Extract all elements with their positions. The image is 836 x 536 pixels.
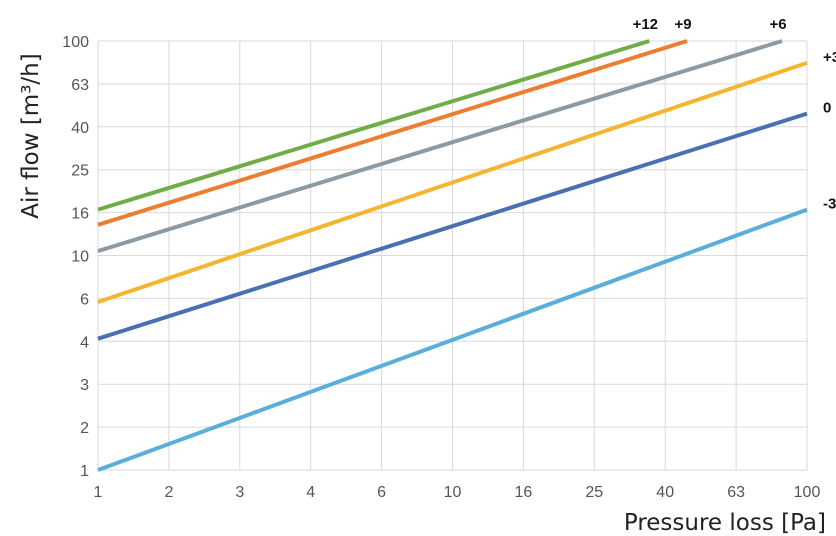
series-line	[97, 207, 808, 472]
y-tick-label: 63	[71, 77, 89, 94]
y-tick-label: 16	[71, 206, 89, 223]
y-tick-label: 100	[62, 34, 89, 51]
series-label: +9	[674, 16, 691, 33]
series-label: +12	[633, 16, 658, 33]
x-tick-label: 6	[377, 484, 386, 501]
series-line	[97, 39, 688, 227]
x-tick-label: 40	[656, 484, 674, 501]
series-line	[97, 111, 808, 341]
y-tick-label: 1	[80, 463, 89, 480]
x-tick-label: 3	[235, 484, 244, 501]
x-tick-label: 2	[164, 484, 173, 501]
series-lines	[97, 39, 808, 472]
series-line	[97, 60, 808, 304]
x-axis-title: Pressure loss [Pa]	[624, 510, 826, 536]
series-label: 0	[823, 100, 831, 117]
x-tick-label: 25	[585, 484, 603, 501]
x-tick-labels: 1 2 3 4 6 10 16 25 40 63 100	[94, 484, 821, 501]
series-label: -3	[823, 196, 836, 213]
series-label: +3	[823, 49, 836, 66]
series-labels: +12 +9 +6 +3 0 -3	[633, 16, 836, 213]
x-tick-label: 16	[515, 484, 533, 501]
y-tick-label: 40	[71, 120, 89, 137]
x-tick-label: 1	[94, 484, 103, 501]
y-tick-label: 2	[80, 420, 89, 437]
x-tick-label: 100	[794, 484, 821, 501]
y-tick-label: 10	[71, 249, 89, 266]
x-tick-label: 63	[727, 484, 745, 501]
series-line	[97, 39, 783, 253]
y-axis-title: Air flow [m³/h]	[18, 53, 44, 218]
y-tick-label: 3	[80, 377, 89, 394]
y-tick-labels: 1 2 3 4 6 10 16 25 40 63 100	[62, 34, 89, 480]
series-line	[97, 39, 650, 212]
y-tick-label: 25	[71, 163, 89, 180]
x-tick-label: 4	[306, 484, 315, 501]
y-tick-label: 6	[80, 291, 89, 308]
grid	[97, 40, 808, 471]
series-label: +6	[770, 16, 787, 33]
y-tick-label: 4	[80, 334, 89, 351]
x-tick-label: 10	[444, 484, 462, 501]
